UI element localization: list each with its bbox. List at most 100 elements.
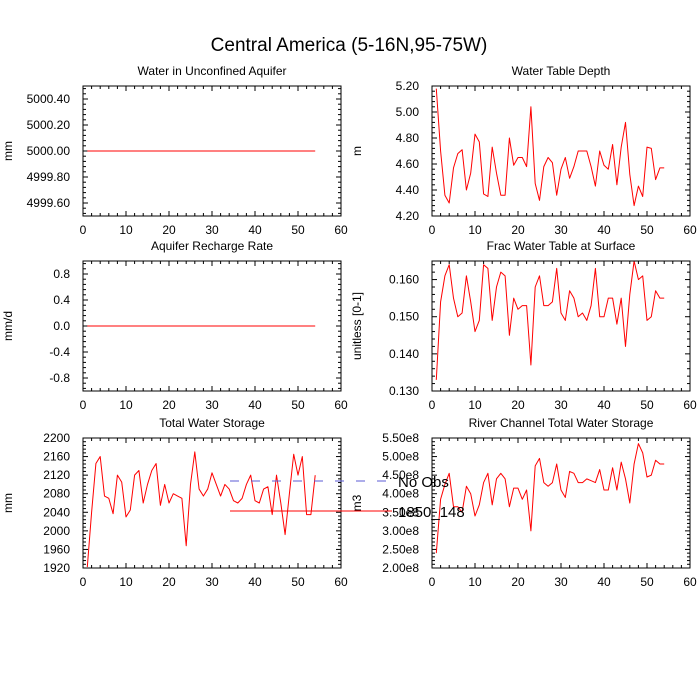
chart-panel-2: Water Table Depth m 0 10 20 30 40 50 60 4.20 4.40 4… <box>350 64 697 237</box>
x-tick-label: 40 <box>248 398 262 412</box>
x-tick-label: 0 <box>80 398 87 412</box>
y-tick-label: 5000.40 <box>27 92 71 106</box>
x-tick-label: 60 <box>683 398 697 412</box>
x-tick-label: 0 <box>429 223 436 237</box>
legend: No Obs 1850_148 <box>230 474 465 521</box>
y-tick-label: 0.130 <box>389 384 419 398</box>
y-tick-label: 4999.80 <box>27 170 71 184</box>
y-tick-label: -0.8 <box>49 371 70 385</box>
x-tick-label: 10 <box>119 223 133 237</box>
panel-title: Frac Water Table at Surface <box>487 239 636 253</box>
y-tick-label: 4.40 <box>396 183 420 197</box>
x-tick-label: 50 <box>640 223 654 237</box>
y-tick-label: -0.4 <box>49 345 70 359</box>
legend-label-2: 1850_148 <box>398 504 465 521</box>
y-tick-label: 2.50e8 <box>382 542 419 556</box>
x-tick-label: 20 <box>162 575 176 589</box>
y-tick-label: 2120 <box>43 468 70 482</box>
y-tick-label: 1960 <box>43 542 70 556</box>
x-tick-label: 40 <box>597 398 611 412</box>
legend-label-1: No Obs <box>398 474 449 491</box>
x-tick-label: 10 <box>468 223 482 237</box>
series-line <box>435 88 665 207</box>
y-tick-label: 2040 <box>43 505 70 519</box>
panel-title: River Channel Total Water Storage <box>469 416 654 430</box>
x-tick-label: 60 <box>334 398 348 412</box>
panel-title: Total Water Storage <box>159 416 265 430</box>
x-tick-label: 30 <box>554 575 568 589</box>
x-tick-label: 40 <box>597 575 611 589</box>
x-tick-label: 20 <box>162 398 176 412</box>
plot-frame <box>82 437 342 569</box>
x-tick-label: 40 <box>248 223 262 237</box>
x-tick-label: 60 <box>334 223 348 237</box>
x-tick-label: 0 <box>429 398 436 412</box>
y-tick-label: 2000 <box>43 524 70 538</box>
x-tick-label: 30 <box>205 398 219 412</box>
series-line <box>435 443 665 554</box>
x-tick-label: 60 <box>683 223 697 237</box>
x-tick-label: 20 <box>511 575 525 589</box>
x-tick-label: 40 <box>248 575 262 589</box>
series-line <box>86 451 316 568</box>
y-tick-label: 0.0 <box>53 319 70 333</box>
y-tick-label: 2200 <box>43 431 70 445</box>
y-tick-label: 3.00e8 <box>382 524 419 538</box>
x-tick-label: 60 <box>683 575 697 589</box>
x-tick-label: 20 <box>511 398 525 412</box>
x-tick-label: 10 <box>119 575 133 589</box>
y-tick-label: 5.00 <box>396 105 420 119</box>
x-tick-label: 50 <box>640 575 654 589</box>
x-tick-label: 50 <box>291 398 305 412</box>
y-tick-label: 0.140 <box>389 347 419 361</box>
x-tick-label: 10 <box>119 398 133 412</box>
x-tick-label: 60 <box>334 575 348 589</box>
panel-title: Water in Unconfined Aquifer <box>138 64 287 78</box>
chart-panel-1: Water in Unconfined Aquifer mm 0 10 20 30 40 50… <box>1 64 348 237</box>
y-tick-label: 5.00e8 <box>382 450 419 464</box>
y-tick-label: 5.20 <box>396 79 420 93</box>
y-tick-label: 3.50e8 <box>382 505 419 519</box>
plot-frame <box>82 85 342 217</box>
panels: Water in Unconfined Aquifer mm 0 10 20 30 40 50… <box>1 64 697 589</box>
x-tick-label: 30 <box>554 398 568 412</box>
x-tick-label: 0 <box>429 575 436 589</box>
x-tick-label: 0 <box>80 575 87 589</box>
x-tick-label: 50 <box>640 398 654 412</box>
panel-title: Water Table Depth <box>512 64 611 78</box>
y-tick-label: 0.150 <box>389 310 419 324</box>
y-tick-label: 4999.60 <box>27 196 71 210</box>
y-tick-label: 2080 <box>43 487 70 501</box>
x-tick-label: 40 <box>597 223 611 237</box>
x-tick-label: 50 <box>291 223 305 237</box>
main-title: Central America (5-16N,95-75W) <box>211 35 488 56</box>
panel-title: Aquifer Recharge Rate <box>151 239 273 253</box>
x-tick-label: 20 <box>162 223 176 237</box>
x-tick-label: 20 <box>511 223 525 237</box>
chart-panel-3: Aquifer Recharge Rate mm/d 0 10 20 30 40 50 60 -0… <box>1 239 348 412</box>
y-tick-label: 4.20 <box>396 209 420 223</box>
y-axis-label: mm <box>1 493 15 513</box>
plot-frame <box>431 437 691 569</box>
y-tick-label: 4.60 <box>396 157 420 171</box>
y-tick-label: 0.4 <box>53 293 70 307</box>
chart-panel-5: Total Water Storage mm 0 10 20 30 40 50 60 1920 19… <box>1 416 348 589</box>
y-tick-label: 1920 <box>43 561 70 575</box>
x-tick-label: 50 <box>291 575 305 589</box>
x-tick-label: 10 <box>468 398 482 412</box>
y-tick-label: 2160 <box>43 450 70 464</box>
x-tick-label: 30 <box>205 223 219 237</box>
y-axis-label: unitless [0-1] <box>350 292 364 360</box>
x-tick-label: 30 <box>205 575 219 589</box>
y-tick-label: 2.00e8 <box>382 561 419 575</box>
plot-frame <box>431 85 691 217</box>
y-tick-label: 5.50e8 <box>382 431 419 445</box>
y-tick-label: 4.50e8 <box>382 468 419 482</box>
y-axis-label: m3 <box>350 494 364 511</box>
plot-frame <box>431 260 691 392</box>
y-axis-label: mm <box>1 141 15 161</box>
plot-frame <box>82 260 342 392</box>
chart-panel-4: Frac Water Table at Surface unitless [0-1… <box>350 239 697 412</box>
y-axis-label: mm/d <box>1 311 15 341</box>
